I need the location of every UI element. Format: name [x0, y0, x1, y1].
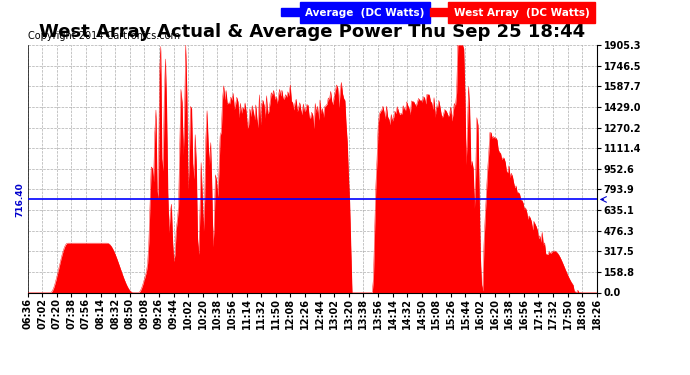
Legend: Average  (DC Watts), West Array  (DC Watts): Average (DC Watts), West Array (DC Watts… — [279, 6, 591, 20]
Text: 716.40: 716.40 — [16, 182, 25, 217]
Text: Copyright 2014 Cartronics.com: Copyright 2014 Cartronics.com — [28, 31, 179, 41]
Title: West Array Actual & Average Power Thu Sep 25 18:44: West Array Actual & Average Power Thu Se… — [39, 22, 585, 40]
